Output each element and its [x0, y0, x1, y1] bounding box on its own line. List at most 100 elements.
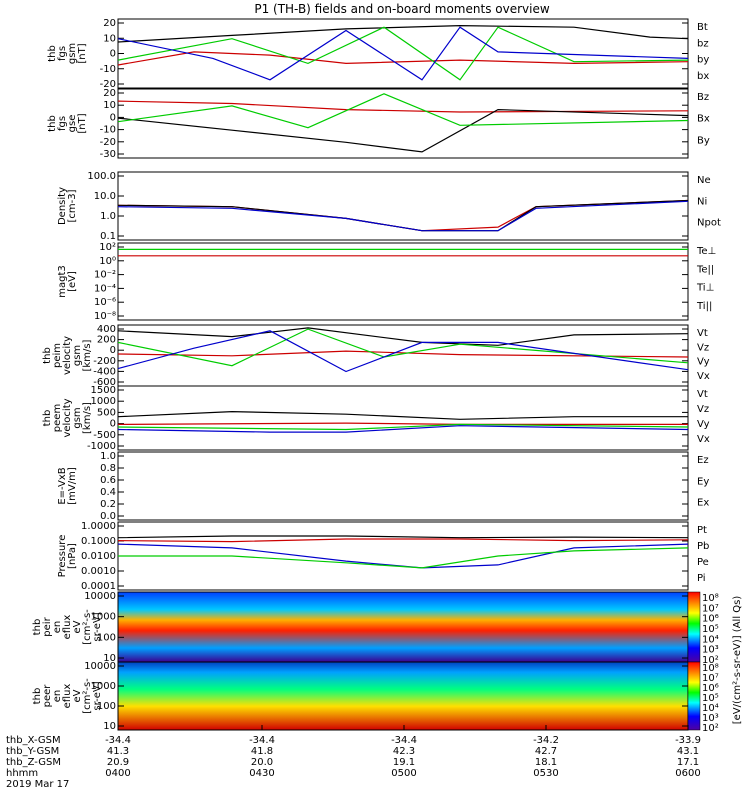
series-line	[117, 422, 688, 425]
y-axis-label: fgs	[57, 116, 68, 131]
y-tick-label: 400	[97, 324, 116, 335]
y-tick-label: -1000	[87, 441, 116, 452]
y-tick-label: -30	[100, 149, 116, 160]
y-axis-label: peer	[42, 684, 53, 708]
y-tick-label: 0.0001	[81, 581, 116, 592]
colorbar-tick-label: 10⁸	[702, 663, 719, 674]
y-axis-label: [nPa]	[67, 543, 78, 569]
series-line	[117, 93, 689, 129]
x-date-label: 2019 Mar 17	[6, 779, 69, 790]
panel-10: 10000 1000 100 10 thb peer en eflux eV [cm²-s-sr-…	[32, 661, 689, 732]
y-tick-label: 0.1000	[81, 536, 116, 547]
legend-entry: Vy	[697, 419, 710, 430]
y-axis-label: gse	[67, 115, 78, 133]
x-tick-label: 20.0	[251, 757, 273, 768]
y-tick-label: 10⁻⁶	[94, 297, 116, 308]
y-tick-label: -500	[93, 430, 116, 441]
x-axis-labels: thb_X-GSM -34.4 -34.4 -34.4 -34.2 -33.9 thb_Y-…	[6, 596, 743, 790]
series-line	[117, 108, 689, 153]
spectrogram-image	[118, 662, 688, 730]
y-axis-label: thb	[32, 688, 43, 705]
y-axis-label: eflux	[62, 615, 73, 640]
legend-entry: Te||	[696, 264, 714, 275]
colorbar-axis-label: [eV/(cm²-s-sr-eV)] (All Qs)	[732, 596, 743, 725]
panel-9: 10000 1000 100 10 thb peir en eflux eV [cm²-s-sr-…	[32, 591, 689, 664]
y-tick-label: 1500	[91, 385, 116, 396]
y-axis-label: en	[52, 621, 63, 634]
series-line	[117, 327, 689, 346]
x-row-label: thb_Y-GSM	[6, 746, 59, 757]
y-axis-label: [km/s]	[82, 402, 93, 434]
panel-frame	[117, 171, 689, 241]
colorbars: 10⁸10⁷10⁶10⁵10⁴10³10²10⁸10⁷10⁶10⁵10⁴10³1…	[687, 591, 719, 734]
panel-3: 100.0 10.0 1.0 0.1 Density [cm-3] Ne Ni Npot	[57, 171, 721, 242]
panel-4: 10² 10⁰ 10⁻² 10⁻⁴ 10⁻⁶ 10⁻⁸ magt3 [eV] Te⊥ Te|| Ti…	[57, 242, 716, 322]
legend-entry: Bx	[697, 114, 710, 125]
legend-entry: bx	[697, 71, 709, 82]
legend-entry: Vz	[697, 342, 709, 353]
legend-entry: Ez	[697, 455, 709, 466]
y-tick-label: 0	[110, 419, 116, 430]
colorbar-tick-label: 10²	[702, 655, 719, 666]
y-axis-label: eV	[72, 689, 83, 702]
y-tick-label: 1.0000	[81, 521, 116, 532]
series-line	[117, 425, 689, 433]
y-tick-label: 0.6	[100, 475, 116, 486]
y-tick-label: 0	[110, 49, 116, 60]
x-tick-label: 0400	[105, 768, 130, 779]
colorbar	[687, 591, 701, 663]
y-axis-label: [eV]	[67, 271, 78, 292]
x-tick-label: 0430	[249, 768, 274, 779]
y-axis-label: [mV/m]	[67, 467, 78, 505]
y-axis-label: [cm²-s-	[82, 609, 93, 645]
y-tick-label: 10	[103, 33, 116, 44]
series-line	[117, 200, 689, 232]
y-tick-label: 1000	[91, 396, 116, 407]
panel-frame	[117, 88, 689, 159]
colorbar-tick-label: 10⁷	[702, 603, 719, 614]
series-line	[117, 423, 689, 431]
y-tick-label: 0.0010	[81, 566, 116, 577]
y-axis-label: velocity	[62, 398, 73, 437]
panel-frame	[117, 385, 689, 451]
legend-entry: Vx	[697, 434, 710, 445]
y-tick-label: 10	[103, 100, 116, 111]
y-axis-label: E=-VxB	[57, 467, 68, 504]
series-line	[117, 26, 689, 81]
y-tick-label: -10	[100, 64, 116, 75]
y-tick-label: 100.0	[87, 171, 116, 182]
legend-entry: Vz	[697, 404, 709, 415]
panel-frame	[117, 242, 689, 321]
y-tick-label: 200	[97, 335, 116, 346]
y-axis-label: gsm	[72, 345, 83, 366]
y-axis-label: thb	[47, 115, 58, 132]
y-tick-label: 1.0	[100, 451, 116, 462]
x-tick-label: -33.9	[675, 735, 701, 746]
y-tick-label: 0.0	[100, 511, 116, 522]
x-tick-label: 41.3	[107, 746, 129, 757]
y-tick-label: -600	[93, 377, 116, 388]
x-tick-label: 20.9	[107, 757, 129, 768]
y-axis-label: en	[52, 690, 63, 703]
y-tick-label: 0.2	[100, 499, 116, 510]
series-line	[118, 547, 689, 569]
y-tick-label: 10	[103, 653, 116, 664]
panel-8: 1.0000 0.1000 0.0100 0.0010 0.0001 Pressure [n…	[57, 521, 709, 592]
colorbar-tick-label: 10⁵	[702, 624, 719, 635]
y-axis-label: [nT]	[77, 113, 88, 133]
x-tick-label: 42.7	[535, 746, 557, 757]
x-tick-label: -34.2	[533, 735, 559, 746]
y-axis-label: Density	[57, 187, 68, 225]
y-tick-label: 0	[110, 345, 116, 356]
colorbar-tick-label: 10⁸	[702, 593, 719, 604]
colorbar-tick-label: 10⁶	[702, 614, 719, 625]
y-tick-label: 1.0	[100, 211, 116, 222]
y-tick-label: 20	[103, 88, 116, 99]
series-line	[117, 410, 688, 420]
y-tick-label: 0.4	[100, 487, 116, 498]
colorbar-tick-label: 10³	[702, 645, 719, 656]
y-axis-label: peem	[52, 404, 63, 432]
y-tick-label: 10.0	[94, 191, 116, 202]
y-tick-label: -200	[93, 356, 116, 367]
